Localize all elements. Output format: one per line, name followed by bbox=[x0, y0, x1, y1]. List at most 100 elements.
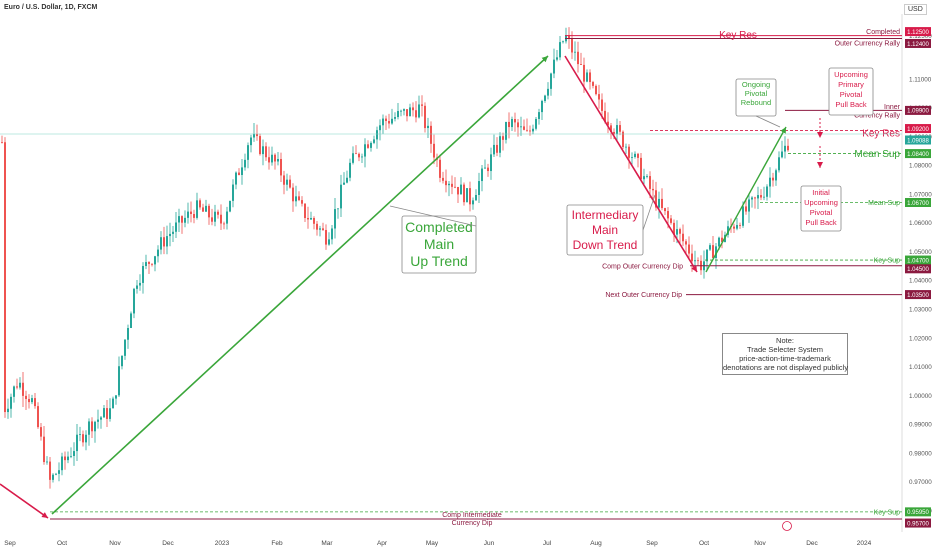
candle-body bbox=[760, 195, 762, 198]
comp-intermediate-dip-label-2: Currency Dip bbox=[452, 520, 493, 527]
candle-body bbox=[289, 179, 291, 188]
candle-body bbox=[649, 176, 651, 189]
candle-body bbox=[631, 157, 633, 158]
price-tag-bg bbox=[905, 105, 931, 115]
comp-intermediate-dip-label: Comp Intermediate bbox=[442, 512, 502, 519]
candle-body bbox=[742, 206, 744, 226]
candle-body bbox=[739, 225, 741, 226]
candle-body bbox=[787, 145, 789, 151]
candle-body bbox=[334, 209, 336, 229]
candle-body bbox=[718, 237, 720, 247]
candle-body bbox=[517, 122, 519, 128]
candle-body bbox=[595, 85, 597, 95]
candle-body bbox=[562, 41, 564, 43]
price-tag-bg bbox=[905, 290, 931, 300]
candle-body bbox=[448, 183, 450, 186]
candle-body bbox=[367, 144, 369, 148]
candle-body bbox=[235, 172, 237, 185]
price-tag: 1.08400 bbox=[907, 152, 929, 158]
candle-body bbox=[316, 223, 318, 230]
candle-body bbox=[646, 176, 648, 177]
candle-body bbox=[706, 249, 708, 262]
chart-title: Euro / U.S. Dollar, 1D, FXCM bbox=[4, 4, 98, 11]
y-tick-label: 0.97000 bbox=[909, 479, 932, 486]
key-sup-label: Key Sup bbox=[874, 258, 901, 265]
candle-body bbox=[784, 145, 786, 152]
candle-body bbox=[85, 434, 87, 443]
candle-body bbox=[586, 72, 588, 82]
x-tick-label: 2023 bbox=[215, 540, 230, 547]
mean-sup-label: Mean Sup bbox=[868, 200, 900, 207]
initial-label-text: Pivotal bbox=[810, 208, 833, 217]
candle-body bbox=[61, 456, 63, 471]
comp-outer-dip-label: Comp Outer Currency Dip bbox=[602, 263, 683, 270]
price-tag-bg bbox=[905, 255, 931, 265]
candle-body bbox=[688, 244, 690, 254]
candle-body bbox=[100, 417, 102, 420]
candle-body bbox=[526, 129, 528, 131]
candle-body bbox=[202, 207, 204, 212]
candle-body bbox=[4, 142, 6, 413]
price-tag: 1.12400 bbox=[907, 42, 929, 48]
connector-line bbox=[389, 205, 477, 227]
candle-body bbox=[721, 237, 723, 243]
price-tag-bg bbox=[905, 135, 931, 145]
candle-body bbox=[43, 436, 45, 463]
candle-body bbox=[505, 121, 507, 140]
candle-body bbox=[508, 121, 510, 128]
y-tick-label: 1.04000 bbox=[909, 278, 932, 285]
candle-body bbox=[208, 205, 210, 218]
candle-body bbox=[151, 263, 153, 265]
price-tag-bg bbox=[905, 124, 931, 134]
candle-body bbox=[643, 176, 645, 180]
candle-body bbox=[685, 241, 687, 245]
candle-body bbox=[454, 186, 456, 188]
candle-body bbox=[19, 382, 21, 388]
candle-body bbox=[274, 154, 276, 162]
candle-body bbox=[469, 188, 471, 205]
candle-body bbox=[658, 198, 660, 208]
price-tag: 1.04500 bbox=[907, 267, 929, 273]
candle-body bbox=[538, 112, 540, 119]
key-sup-label: Key Sup bbox=[874, 509, 901, 516]
candle-body bbox=[430, 125, 432, 144]
candle-body bbox=[628, 146, 630, 158]
candle-body bbox=[424, 105, 426, 129]
candle-body bbox=[157, 249, 159, 257]
candle-body bbox=[193, 214, 195, 218]
candle-body bbox=[313, 218, 315, 224]
candle-body bbox=[70, 455, 72, 457]
candle-body bbox=[442, 177, 444, 181]
dip-arrow bbox=[0, 483, 49, 519]
candle-body bbox=[640, 157, 642, 180]
x-tick-label: May bbox=[426, 540, 439, 547]
candle-body bbox=[265, 146, 267, 158]
candle-body bbox=[604, 110, 606, 122]
x-tick-label: Aug bbox=[590, 540, 602, 547]
candle-body bbox=[127, 328, 129, 340]
inner-rally-label: Inner bbox=[884, 104, 901, 111]
note-line: Trade Selecter System bbox=[747, 345, 823, 354]
price-tag: 1.09088 bbox=[907, 138, 929, 144]
x-tick-label: Oct bbox=[699, 540, 709, 547]
candle-body bbox=[484, 167, 486, 169]
note-box: Note: Trade Selecter System price-action… bbox=[722, 333, 848, 375]
next-outer-dip-label: Next Outer Currency Dip bbox=[605, 292, 682, 299]
candle-body bbox=[52, 474, 54, 480]
candle-body bbox=[124, 339, 126, 356]
candle-body bbox=[637, 153, 639, 158]
candle-body bbox=[568, 35, 570, 39]
candle-body bbox=[64, 456, 66, 461]
currency-button[interactable]: USD bbox=[904, 4, 927, 15]
candle-body bbox=[418, 104, 420, 118]
up-trend-label-text: Completed bbox=[405, 219, 473, 235]
candle-body bbox=[406, 109, 408, 117]
candle-body bbox=[589, 72, 591, 83]
ongoing-label-text: Ongoing bbox=[742, 80, 770, 89]
y-tick-label: 1.06000 bbox=[909, 220, 932, 227]
candle-body bbox=[370, 142, 372, 148]
candle-body bbox=[472, 200, 474, 205]
price-tag: 1.09900 bbox=[907, 109, 929, 115]
candle-body bbox=[466, 188, 468, 203]
